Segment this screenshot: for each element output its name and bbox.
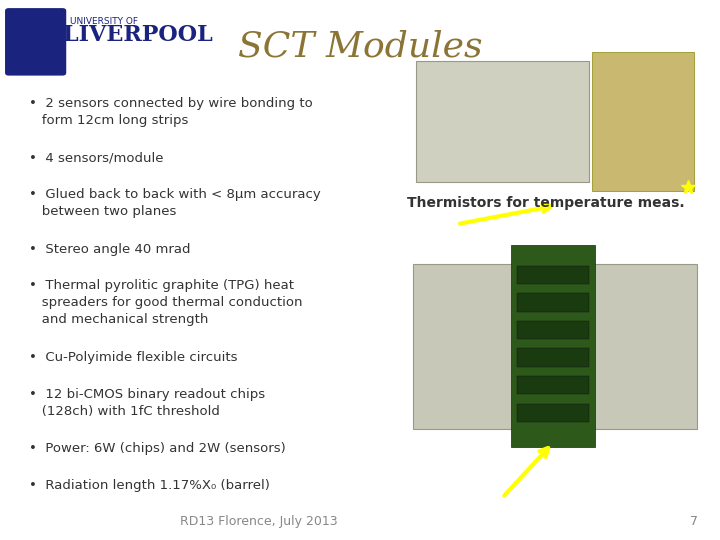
Text: •  Power: 6W (chips) and 2W (sensors): • Power: 6W (chips) and 2W (sensors) [29, 442, 286, 455]
Text: UNIVERSITY OF: UNIVERSITY OF [70, 17, 138, 26]
Text: •  Glued back to back with < 8μm accuracy
   between two planes: • Glued back to back with < 8μm accuracy… [29, 188, 320, 218]
Text: •  Thermal pyrolitic graphite (TPG) heat
   spreaders for good thermal conductio: • Thermal pyrolitic graphite (TPG) heat … [29, 279, 302, 326]
Text: •  2 sensors connected by wire bonding to
   form 12cm long strips: • 2 sensors connected by wire bonding to… [29, 97, 312, 127]
Text: SCT Modules: SCT Modules [238, 30, 482, 64]
Text: •  Cu-Polyimide flexible circuits: • Cu-Polyimide flexible circuits [29, 352, 238, 365]
Bar [518, 348, 589, 367]
Text: LIVERPOOL: LIVERPOOL [63, 24, 213, 46]
Text: •  12 bi-CMOS binary readout chips
   (128ch) with 1fC threshold: • 12 bi-CMOS binary readout chips (128ch… [29, 388, 265, 418]
Text: •  4 sensors/module: • 4 sensors/module [29, 152, 163, 165]
Text: Thermistors for temperature meas.: Thermistors for temperature meas. [407, 195, 685, 210]
Bar [511, 245, 595, 447]
Bar [413, 264, 518, 429]
Text: •  Radiation length 1.17%X₀ (barrel): • Radiation length 1.17%X₀ (barrel) [29, 479, 270, 492]
Text: 7: 7 [690, 515, 698, 528]
Bar [518, 293, 589, 312]
Bar [518, 376, 589, 394]
Bar [592, 52, 693, 191]
Bar [518, 266, 589, 284]
Bar [518, 321, 589, 339]
Bar [592, 264, 697, 429]
Bar [415, 61, 589, 182]
Bar [518, 403, 589, 422]
Text: •  Stereo angle 40 mrad: • Stereo angle 40 mrad [29, 242, 190, 255]
Text: RD13 Florence, July 2013: RD13 Florence, July 2013 [181, 515, 338, 528]
